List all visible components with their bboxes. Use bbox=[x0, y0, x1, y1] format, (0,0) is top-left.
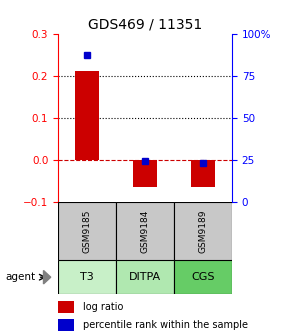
Text: DITPA: DITPA bbox=[129, 272, 161, 282]
Bar bbox=[58, 301, 74, 313]
Title: GDS469 / 11351: GDS469 / 11351 bbox=[88, 17, 202, 31]
Text: T3: T3 bbox=[80, 272, 94, 282]
Bar bbox=[116, 202, 174, 260]
Text: log ratio: log ratio bbox=[83, 302, 123, 312]
Text: CGS: CGS bbox=[191, 272, 215, 282]
Bar bbox=[191, 160, 215, 187]
Text: GSM9189: GSM9189 bbox=[198, 209, 208, 253]
Bar bbox=[58, 319, 74, 331]
Bar bbox=[58, 202, 116, 260]
Bar bbox=[174, 202, 232, 260]
Bar bbox=[75, 72, 99, 160]
Text: percentile rank within the sample: percentile rank within the sample bbox=[83, 320, 248, 330]
Text: GSM9185: GSM9185 bbox=[82, 209, 92, 253]
Bar bbox=[116, 260, 174, 294]
Bar bbox=[58, 260, 116, 294]
Bar bbox=[133, 160, 157, 187]
Text: agent: agent bbox=[6, 272, 36, 282]
Bar bbox=[174, 260, 232, 294]
Text: GSM9184: GSM9184 bbox=[140, 209, 150, 253]
